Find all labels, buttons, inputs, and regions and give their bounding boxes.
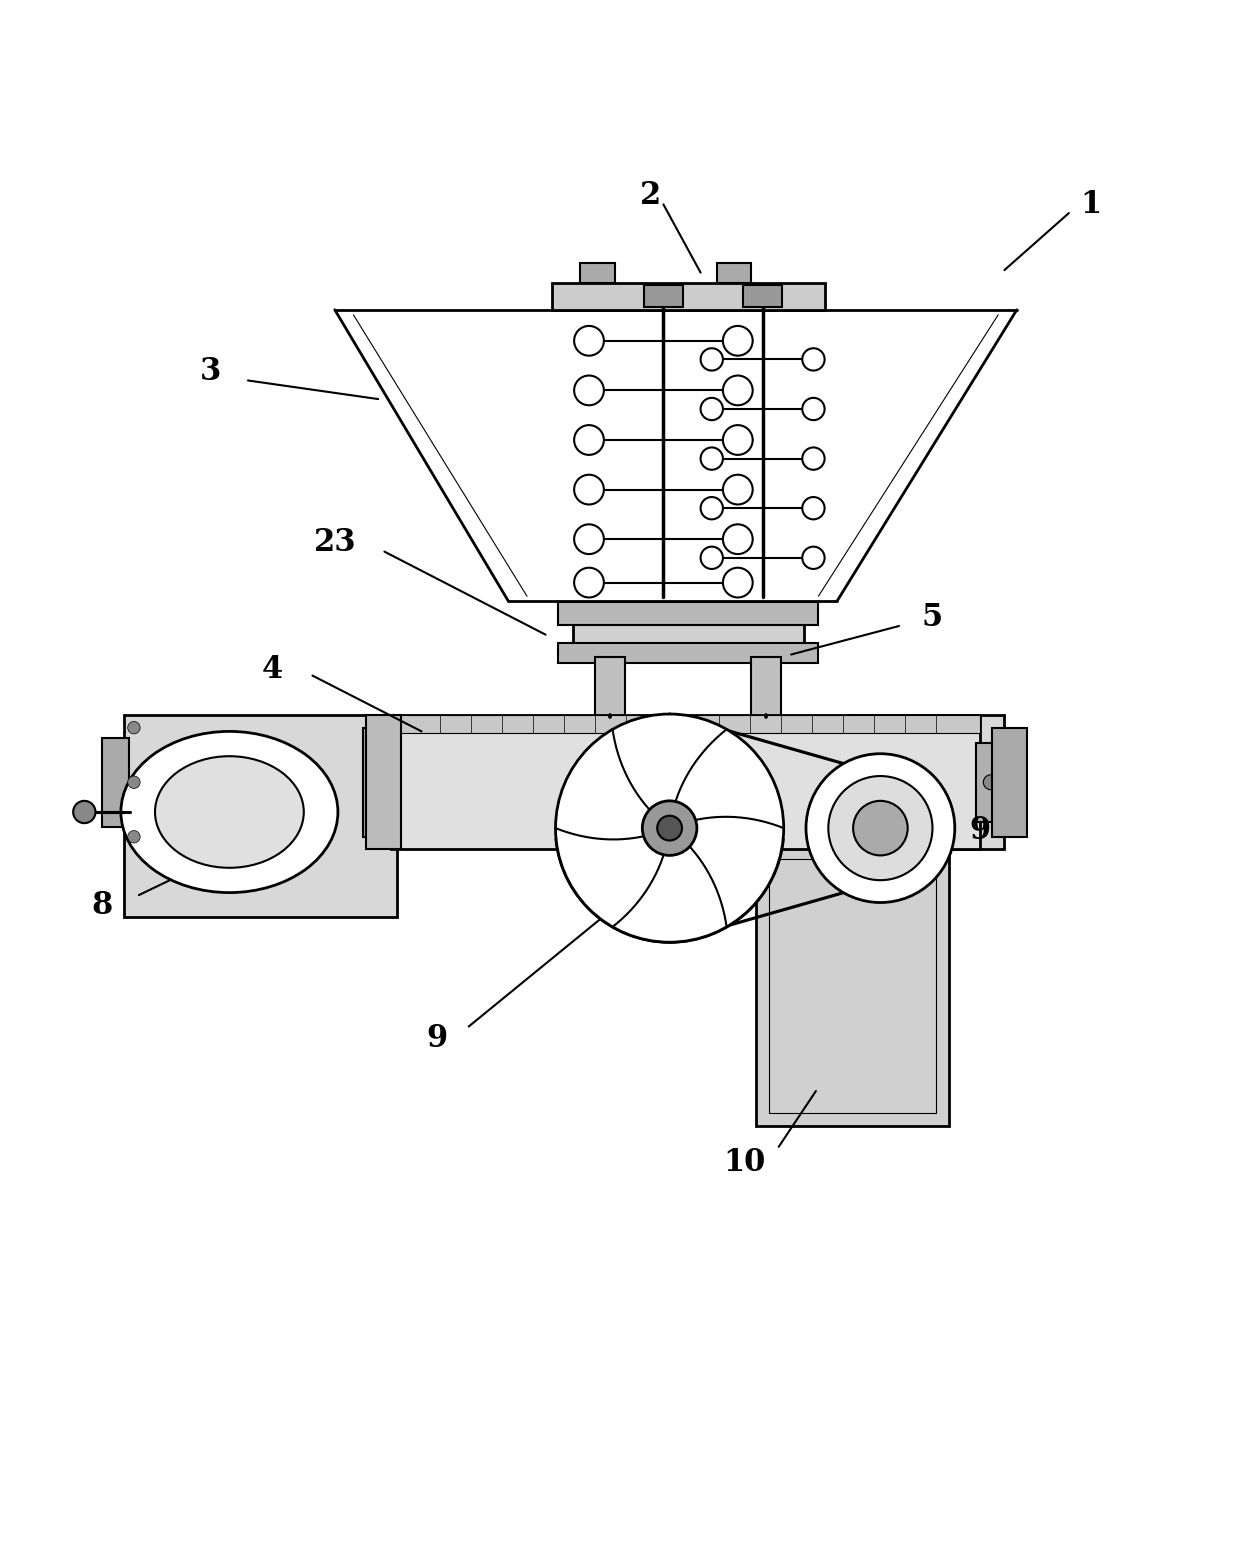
Circle shape [983,775,998,790]
Circle shape [723,567,753,598]
Bar [976,742,1003,822]
Text: 1: 1 [1080,189,1102,220]
Circle shape [574,475,604,505]
Bar [644,284,683,308]
Circle shape [723,375,753,405]
Circle shape [806,754,955,903]
Bar [743,284,782,308]
Circle shape [802,547,825,569]
Circle shape [802,497,825,519]
Ellipse shape [122,731,337,892]
Bar [102,737,129,826]
Circle shape [701,447,723,470]
Circle shape [574,425,604,455]
Circle shape [853,801,908,856]
Circle shape [574,525,604,555]
Circle shape [723,425,753,455]
Ellipse shape [155,756,304,868]
Bar [595,658,625,717]
Bar [992,728,1027,837]
Bar [124,715,397,917]
Bar [751,658,781,717]
Circle shape [701,398,723,420]
Text: 5: 5 [921,601,944,633]
Bar [552,283,825,309]
Circle shape [574,375,604,405]
Text: 3: 3 [200,356,222,387]
Circle shape [802,348,825,370]
Circle shape [723,525,753,555]
Circle shape [701,497,723,519]
Circle shape [701,547,723,569]
Bar [769,859,936,1114]
Bar [849,715,1004,850]
Bar [391,715,980,850]
Circle shape [371,773,388,790]
Circle shape [73,801,95,823]
Bar [366,715,401,850]
Circle shape [802,398,825,420]
Bar [391,715,980,733]
Bar [756,847,949,1126]
Circle shape [869,815,892,839]
Bar [363,728,397,837]
Bar [558,603,818,625]
Circle shape [642,801,697,856]
Text: 9: 9 [968,815,991,847]
Text: 9: 9 [425,1023,448,1054]
Text: 2: 2 [640,180,662,211]
Circle shape [828,776,932,881]
Circle shape [701,348,723,370]
Circle shape [574,326,604,356]
Bar [573,608,804,658]
Text: 10: 10 [723,1148,765,1178]
Text: 8: 8 [91,889,113,920]
Bar [558,644,818,664]
Text: 23: 23 [314,528,356,559]
Circle shape [128,722,140,734]
Circle shape [128,831,140,843]
Circle shape [802,447,825,470]
Circle shape [574,567,604,598]
Circle shape [128,776,140,789]
Circle shape [723,475,753,505]
Bar [580,262,615,283]
Circle shape [723,326,753,356]
Bar [717,262,751,283]
Circle shape [556,714,784,942]
Text: 4: 4 [262,654,284,684]
Circle shape [657,815,682,840]
